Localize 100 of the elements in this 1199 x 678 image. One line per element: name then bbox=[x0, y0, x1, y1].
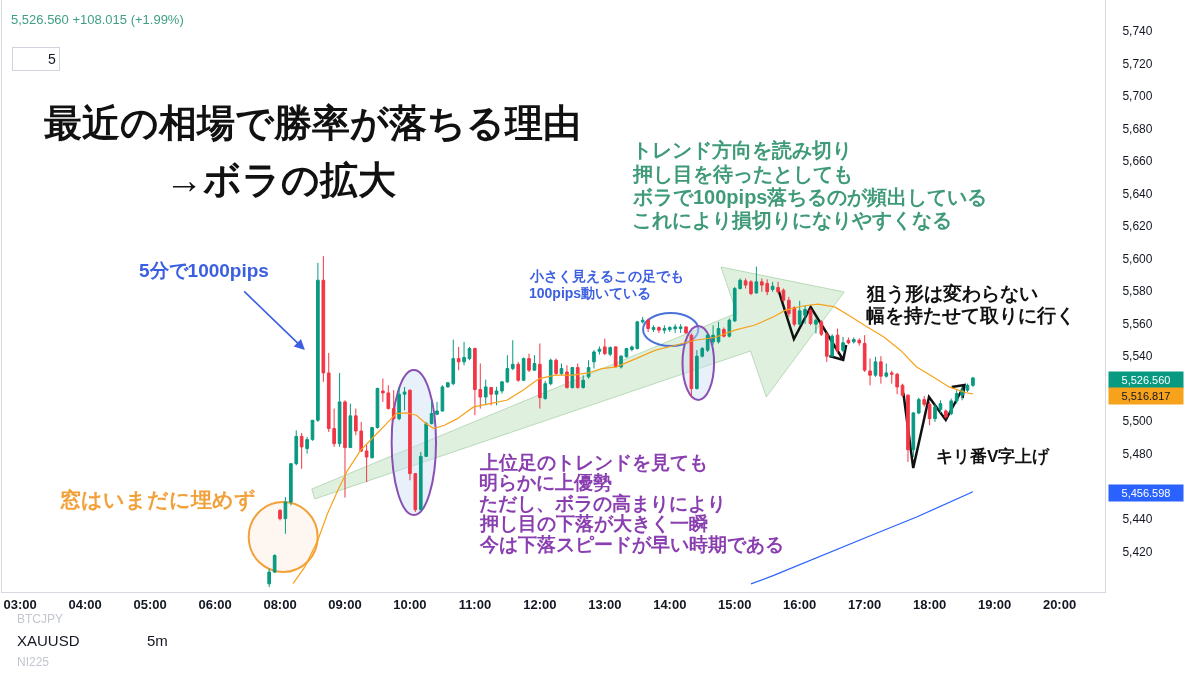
candlestick bbox=[348, 403, 353, 449]
y-tick-label: 5,600 bbox=[1122, 251, 1153, 266]
y-tick-label: 5,560 bbox=[1122, 316, 1153, 331]
annotation: 5 bbox=[48, 51, 56, 67]
y-tick-label: 5,640 bbox=[1122, 186, 1153, 201]
annotation: 窓はいまだに埋めず bbox=[60, 488, 256, 512]
x-tick-label: 05:00 bbox=[133, 596, 167, 612]
y-tick-label: 5,660 bbox=[1122, 154, 1153, 169]
candlestick bbox=[851, 336, 856, 344]
candlestick bbox=[489, 386, 493, 406]
candlestick bbox=[337, 372, 342, 448]
candlestick bbox=[814, 317, 818, 335]
annotation: 小さく見えるこの足でも 100pips動いている bbox=[529, 268, 684, 301]
text: XAUUSD bbox=[17, 632, 80, 649]
annotation: 明らかに上優勢 bbox=[479, 472, 612, 493]
annotation: キリ番V字上げ bbox=[936, 447, 1051, 466]
candlestick bbox=[846, 336, 851, 345]
x-tick-label: 18:00 bbox=[912, 596, 947, 612]
annotation: ボラで100pips落ちるのが頻出している bbox=[632, 186, 988, 208]
text: 最近の相場で勝率が落ちる理由 →ボラの拡大 bbox=[44, 102, 581, 201]
candlestick bbox=[770, 281, 775, 293]
annotation: 5分で1000pips bbox=[139, 260, 269, 281]
candlestick bbox=[906, 393, 910, 463]
x-tick-label: 19:00 bbox=[977, 596, 1012, 612]
candlestick bbox=[402, 386, 407, 411]
x-tick-label: 14:00 bbox=[653, 596, 687, 612]
y-tick-label: 5,500 bbox=[1122, 414, 1153, 429]
candlestick bbox=[521, 356, 526, 382]
candlestick bbox=[689, 333, 694, 398]
candlestick bbox=[575, 362, 580, 390]
text: BTCJPY bbox=[17, 612, 64, 626]
text: 5,526.560 bbox=[1121, 374, 1171, 386]
candlestick bbox=[651, 324, 656, 333]
candlestick bbox=[299, 432, 304, 470]
annotation: 上位足のトレンドを見ても bbox=[479, 452, 708, 473]
text: 5,516.817 bbox=[1121, 390, 1171, 402]
candlestick bbox=[841, 336, 845, 353]
y-tick-label: 5,720 bbox=[1122, 56, 1153, 71]
y-tick-label: 5,540 bbox=[1122, 349, 1153, 364]
candlestick bbox=[570, 366, 575, 390]
x-tick-label: 16:00 bbox=[783, 596, 817, 612]
y-tick-label: 5,680 bbox=[1122, 121, 1153, 136]
y-tick-label: 5,580 bbox=[1122, 284, 1153, 299]
candlestick bbox=[554, 358, 558, 376]
candlestick bbox=[603, 338, 607, 356]
annotation: 押し目の下落が大きく一瞬 bbox=[479, 513, 708, 534]
x-tick-label: 06:00 bbox=[198, 596, 232, 612]
candlestick bbox=[532, 354, 537, 372]
text: NI225 bbox=[17, 655, 50, 669]
y-tick-label: 5,480 bbox=[1122, 446, 1153, 461]
candlestick bbox=[559, 362, 564, 376]
candlestick bbox=[278, 508, 282, 521]
candlestick bbox=[835, 328, 840, 355]
candlestick bbox=[662, 324, 667, 335]
x-tick-label: 13:00 bbox=[588, 596, 622, 612]
candlestick bbox=[316, 262, 320, 423]
x-tick-label: 08:00 bbox=[263, 596, 297, 612]
text: 5m bbox=[147, 632, 168, 649]
annotation: 今は下落スピードが早い時期である bbox=[479, 534, 784, 555]
candlestick bbox=[608, 345, 613, 357]
candlestick bbox=[548, 358, 553, 386]
candlestick bbox=[646, 317, 650, 333]
x-tick-label: 15:00 bbox=[718, 596, 752, 612]
candlestick bbox=[483, 379, 488, 406]
annotation: ただし、ボラの高まりにより bbox=[479, 493, 726, 514]
candlestick bbox=[944, 409, 948, 420]
x-tick-label: 20:00 bbox=[1042, 596, 1077, 612]
y-tick-label: 5,440 bbox=[1122, 512, 1153, 527]
candlestick bbox=[911, 411, 916, 458]
candlestick bbox=[613, 345, 618, 369]
annotation: 狙う形は変わらない bbox=[866, 283, 1038, 305]
y-tick-label: 5,420 bbox=[1122, 544, 1153, 559]
candlestick bbox=[971, 376, 975, 388]
x-tick-label: 03:00 bbox=[3, 596, 37, 612]
candlestick bbox=[305, 436, 309, 455]
candlestick bbox=[927, 401, 932, 426]
candlestick bbox=[830, 333, 834, 358]
annotation: 5,526.560 +108.015 (+1.99%) bbox=[11, 12, 184, 27]
x-tick-label: 17:00 bbox=[848, 596, 882, 612]
candlestick bbox=[364, 443, 369, 483]
candlestick bbox=[879, 355, 883, 385]
x-tick-label: 09:00 bbox=[328, 596, 362, 612]
candlestick bbox=[657, 327, 661, 334]
x-tick-label: 04:00 bbox=[68, 596, 102, 612]
candlestick bbox=[462, 341, 466, 366]
candlestick bbox=[397, 386, 401, 421]
y-tick-label: 5,620 bbox=[1122, 219, 1153, 234]
candlestick bbox=[922, 395, 927, 408]
candlestick bbox=[456, 346, 461, 371]
y-tick-label: 5,700 bbox=[1122, 89, 1153, 104]
candlestick bbox=[727, 317, 732, 338]
candlestick bbox=[527, 353, 531, 373]
candlestick bbox=[916, 397, 921, 415]
candlestick bbox=[516, 361, 521, 383]
candlestick bbox=[565, 364, 569, 390]
candlestick bbox=[684, 325, 688, 335]
x-tick-label: 12:00 bbox=[523, 596, 557, 612]
annotation: 幅を持たせて取りに行く bbox=[866, 305, 1075, 326]
text: 5,456.598 bbox=[1121, 487, 1171, 499]
candlestick bbox=[283, 496, 288, 535]
